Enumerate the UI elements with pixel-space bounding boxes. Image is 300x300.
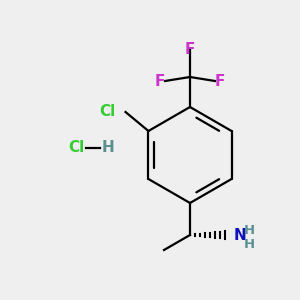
Text: F: F (185, 41, 195, 56)
Text: F: F (155, 74, 165, 88)
Text: H: H (244, 238, 255, 251)
Text: F: F (215, 74, 225, 88)
Text: N: N (234, 227, 247, 242)
Text: Cl: Cl (68, 140, 84, 155)
Text: H: H (244, 224, 255, 236)
Text: Cl: Cl (99, 104, 116, 119)
Text: H: H (102, 140, 115, 155)
